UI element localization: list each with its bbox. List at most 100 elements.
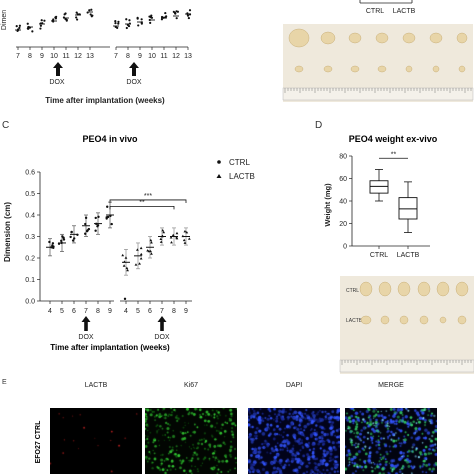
x-tick-label: 10 [50, 53, 58, 60]
data-point [124, 256, 128, 259]
legend-ctrl-marker [217, 160, 221, 164]
y-tick-label: 0.4 [25, 213, 35, 220]
tumor-photo-top-specimens [288, 28, 468, 73]
micrograph-lactb [50, 408, 142, 474]
data-point [94, 229, 97, 232]
dox-arrow [157, 316, 167, 331]
data-point [160, 18, 164, 21]
tumor-specimen [375, 32, 389, 44]
data-point [51, 242, 55, 245]
data-point [140, 18, 143, 21]
data-point [149, 249, 152, 253]
data-point [95, 222, 98, 226]
data-point [126, 268, 129, 272]
data-point [87, 227, 91, 231]
data-point [125, 266, 129, 270]
x-tick-label: CTRL [370, 252, 388, 259]
data-point [136, 16, 139, 19]
tumor-specimen [429, 32, 443, 44]
x-tick-label: 8 [96, 308, 100, 315]
data-point [149, 238, 153, 242]
data-point [109, 214, 112, 218]
x-tick-label: 7 [160, 308, 164, 315]
y-tick-label: 0.5 [25, 191, 35, 198]
data-point [125, 18, 128, 21]
x-tick-label: 8 [172, 308, 176, 315]
x-tick-label: 11 [62, 53, 69, 60]
y-tick-label: 0.0 [25, 299, 35, 306]
tumor-specimen [377, 65, 387, 73]
data-point [50, 246, 53, 249]
top-left-dots [15, 8, 192, 33]
x-tick-label: LACTB [397, 252, 420, 259]
data-point [165, 15, 168, 18]
dox-label: DOX [78, 334, 94, 341]
data-point [39, 27, 42, 30]
data-point [148, 15, 151, 18]
data-point [170, 240, 173, 244]
chart-c-xlabel: Time after implantation (weeks) [50, 343, 170, 352]
significance-label: ** [391, 151, 397, 158]
data-point [105, 216, 108, 219]
tumor-specimen [455, 281, 469, 297]
micro-label-merge: MERGE [378, 382, 404, 389]
top-left-x-ticks: 7 8 9 10 11 12 13 7 8 9 10 11 12 13 [16, 47, 192, 60]
data-point [150, 252, 153, 255]
tumor-specimen [359, 281, 373, 297]
y-tick-label: 60 [339, 176, 347, 183]
data-point [27, 27, 30, 30]
significance-label: *** [144, 193, 152, 200]
top-left-dox-arrow-1 [53, 62, 63, 76]
x-tick-label: 9 [108, 308, 112, 315]
data-point [183, 241, 187, 244]
data-point [18, 24, 21, 27]
data-point [185, 230, 189, 234]
tumor-specimen [436, 281, 450, 297]
data-point [150, 14, 153, 17]
y-tick-label: 40 [339, 199, 347, 206]
data-point [164, 11, 167, 15]
data-point [117, 20, 120, 23]
data-point [94, 216, 97, 220]
data-point [134, 263, 138, 266]
tumor-specimen [323, 65, 333, 73]
tumor-specimen [350, 65, 360, 73]
legend-lactb-label: LACTB [229, 172, 255, 181]
data-point [186, 14, 190, 17]
box [369, 180, 389, 194]
data-point [71, 239, 75, 242]
data-point [26, 22, 29, 25]
data-point [110, 222, 113, 226]
x-tick-label: 5 [136, 308, 140, 315]
box [398, 197, 418, 220]
data-point [138, 262, 141, 265]
legend-lactb-marker [216, 174, 222, 178]
top-left-xlabel: Time after implantation (weeks) [45, 96, 165, 105]
data-point [75, 16, 78, 19]
data-point [57, 242, 61, 245]
micro-label-dapi: DAPI [285, 382, 303, 389]
data-point [65, 18, 68, 21]
data-point [169, 236, 173, 239]
x-tick-label: 4 [124, 308, 128, 315]
x-tick-label: 9 [40, 53, 44, 60]
tumor-specimen [380, 315, 390, 325]
tumor-specimen [360, 315, 372, 325]
tumor-specimen [458, 65, 466, 73]
chart-c-title: PEO4 in vivo [82, 134, 138, 144]
data-point [114, 22, 117, 25]
data-point [54, 17, 58, 20]
data-point [122, 264, 126, 267]
data-point [69, 235, 72, 239]
x-tick-label: 12 [74, 53, 82, 60]
data-point [149, 21, 152, 25]
data-point [183, 229, 187, 233]
data-point [162, 230, 166, 234]
top-left-dox-label-1: DOX [49, 79, 65, 86]
y-tick-label: 0.1 [25, 277, 35, 284]
tumor-specimen [405, 65, 413, 73]
tumor-specimen [320, 31, 336, 45]
dox-arrow [81, 316, 91, 331]
panel-letter-d: D [315, 120, 322, 131]
